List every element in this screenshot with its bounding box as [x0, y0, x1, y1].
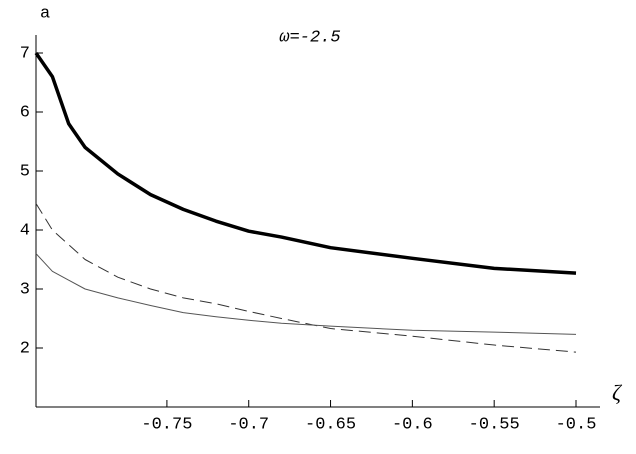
chart-title: ω=-2.5	[279, 28, 340, 47]
x-tick-label: -0.7	[228, 415, 269, 434]
x-tick-label: -0.65	[305, 415, 356, 434]
x-tick-label: -0.6	[392, 415, 433, 434]
y-axis-label: a	[40, 4, 50, 23]
y-tick-label: 4	[20, 221, 30, 240]
x-tick-label: -0.5	[556, 415, 597, 434]
series-line	[35, 253, 577, 335]
y-tick-label: 5	[20, 162, 30, 181]
y-tick-label: 7	[20, 44, 30, 63]
x-tick-label: -0.75	[141, 415, 192, 434]
y-tick-label: 6	[20, 103, 30, 122]
y-tick-label: 3	[20, 280, 30, 299]
x-tick-label: -0.55	[469, 415, 520, 434]
series-line	[34, 52, 577, 275]
y-tick-label: 2	[20, 339, 30, 358]
series-line	[35, 203, 577, 353]
x-axis-label: ζ	[612, 380, 623, 405]
